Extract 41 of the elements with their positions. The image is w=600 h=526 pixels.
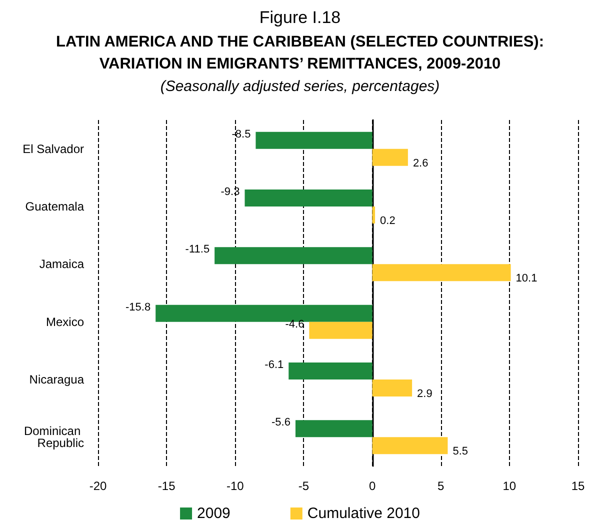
- bar: [288, 362, 372, 380]
- bar: [372, 380, 412, 396]
- chart-title: Figure I.18: [259, 8, 341, 27]
- bar: [309, 322, 372, 339]
- bar: [372, 148, 408, 166]
- data-label: -15.8: [126, 301, 151, 314]
- y-tick-label: El Salvador: [22, 142, 84, 156]
- x-tick-label: 0: [368, 479, 376, 493]
- y-tick-label: Guatemala: [25, 200, 84, 214]
- x-tick-label: -5: [298, 479, 310, 493]
- x-tick-label: 10: [502, 479, 516, 493]
- bar: [372, 206, 376, 224]
- x-tick-label: -15: [158, 479, 176, 493]
- legend-label: Cumulative 2010: [307, 505, 420, 522]
- x-tick-label: 5: [438, 479, 445, 493]
- data-label: 0.2: [380, 215, 396, 227]
- bar: [372, 437, 448, 454]
- x-tick-label: -10: [226, 479, 244, 493]
- y-tick-label: Jamaica: [39, 257, 84, 272]
- bar: [256, 132, 372, 149]
- bar: [214, 247, 372, 264]
- data-label: 2.9: [417, 388, 432, 400]
- y-tick-label: Mexico: [46, 314, 84, 329]
- data-label: -11.5: [185, 244, 210, 256]
- x-tick-label: 15: [571, 479, 585, 493]
- data-label: -8.5: [232, 128, 251, 140]
- data-label: -5.6: [272, 416, 290, 429]
- y-tick-label: Nicaragua: [29, 372, 84, 386]
- data-label: -6.1: [264, 359, 284, 371]
- data-label: 2.6: [412, 157, 428, 170]
- legend-label: 2009: [197, 505, 230, 522]
- data-label: 5.5: [452, 446, 468, 458]
- chart-subtitle: LATIN AMERICA AND THE CARIBBEAN (SELECTED COUNTRIES): VARIATION IN EMIGRANTS’ REMITTANCES, 2009-2010: [56, 34, 544, 72]
- bar: [295, 420, 372, 438]
- y-tick-label: Dominican Republic: [24, 424, 84, 450]
- bar: [372, 264, 511, 282]
- data-label: -4.6: [285, 318, 304, 330]
- bar: [244, 190, 372, 206]
- text: (Seasonally adjusted series, percentages): [160, 78, 440, 95]
- x-tick-label: -20: [89, 479, 107, 493]
- data-label: 10.1: [516, 272, 538, 285]
